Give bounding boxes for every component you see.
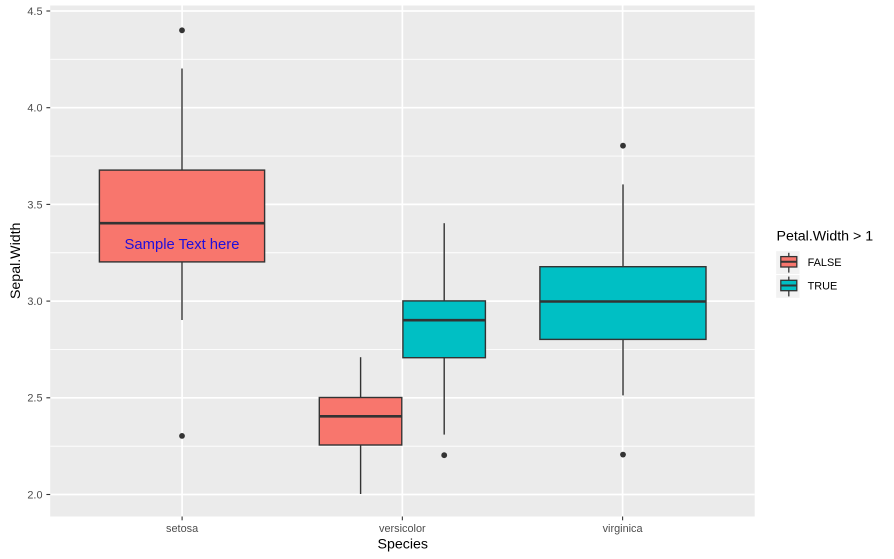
svg-text:3.0: 3.0 xyxy=(27,296,42,308)
svg-text:4.5: 4.5 xyxy=(27,6,42,18)
svg-text:Species: Species xyxy=(378,537,428,553)
svg-text:4.0: 4.0 xyxy=(27,103,42,115)
svg-text:Sepal.Width: Sepal.Width xyxy=(8,223,24,300)
svg-text:setosa: setosa xyxy=(166,523,199,535)
svg-text:2.0: 2.0 xyxy=(27,489,42,501)
svg-text:TRUE: TRUE xyxy=(808,280,838,292)
svg-text:versicolor: versicolor xyxy=(379,523,426,535)
svg-text:virginica: virginica xyxy=(603,523,644,535)
svg-text:3.5: 3.5 xyxy=(27,199,42,211)
svg-text:FALSE: FALSE xyxy=(808,257,842,269)
svg-text:Petal.Width > 1: Petal.Width > 1 xyxy=(777,228,874,244)
svg-text:Sample Text here: Sample Text here xyxy=(125,237,240,253)
svg-text:2.5: 2.5 xyxy=(27,393,42,405)
